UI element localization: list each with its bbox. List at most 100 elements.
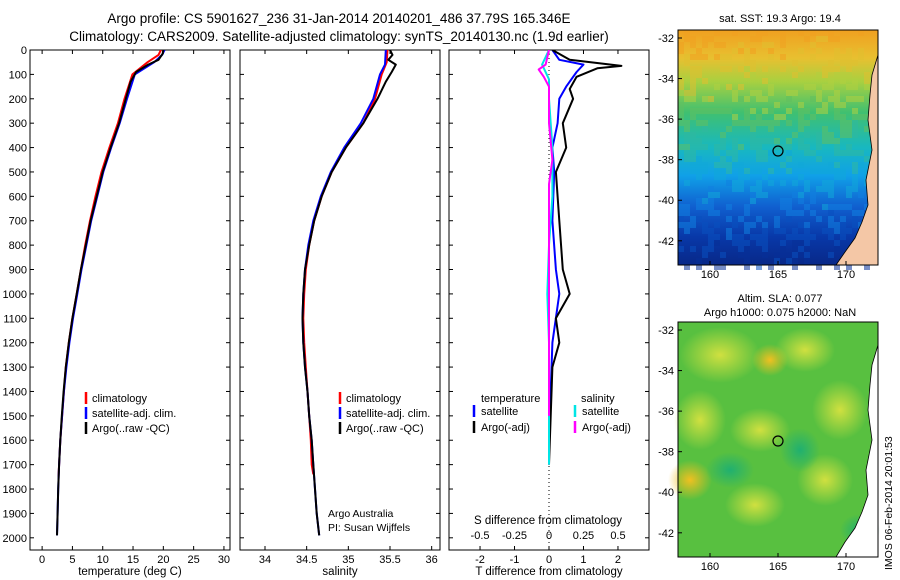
sst-pixel xyxy=(816,216,822,222)
sst-pixel xyxy=(792,60,798,66)
map-y-tick-label: -38 xyxy=(658,155,674,167)
sst-pixel xyxy=(714,150,720,156)
series-line-argoadj xyxy=(548,50,623,465)
sst-pixel xyxy=(738,144,744,150)
sst-pixel xyxy=(810,54,816,60)
sst-pixel xyxy=(828,138,834,144)
sst-pixel xyxy=(828,252,834,258)
sst-pixel xyxy=(696,144,702,150)
sst-pixel xyxy=(798,192,804,198)
map-y-tick-label: -42 xyxy=(658,528,674,540)
sst-pixel xyxy=(846,126,852,132)
sst-pixel xyxy=(750,66,756,72)
sst-pixel xyxy=(798,48,804,54)
sst-pixel xyxy=(720,252,726,258)
sst-pixel xyxy=(762,96,768,102)
sst-pixel xyxy=(834,150,840,156)
sst-pixel xyxy=(702,144,708,150)
sst-pixel xyxy=(786,138,792,144)
sst-pixel xyxy=(852,180,858,186)
sst-pixel xyxy=(756,168,762,174)
sst-pixel xyxy=(690,78,696,84)
sst-pixel xyxy=(690,114,696,120)
sst-pixel xyxy=(702,36,708,42)
sst-pixel xyxy=(798,30,804,36)
s-diff-tick-label: -0.25 xyxy=(502,530,527,542)
sst-pixel xyxy=(756,90,762,96)
sst-pixel xyxy=(750,90,756,96)
sst-pixel xyxy=(774,222,780,228)
sst-pixel xyxy=(792,90,798,96)
sst-pixel xyxy=(828,84,834,90)
sst-pixel xyxy=(792,252,798,258)
x-tick-label: 35 xyxy=(342,554,354,566)
sst-pixel xyxy=(816,132,822,138)
sst-pixel xyxy=(822,72,828,78)
x-tick-label: 2 xyxy=(615,554,621,566)
sst-pixel xyxy=(780,246,786,252)
sst-pixel xyxy=(744,54,750,60)
sst-pixel xyxy=(750,132,756,138)
map-y-tick-label: -36 xyxy=(658,114,674,126)
sst-pixel xyxy=(786,198,792,204)
sst-pixel xyxy=(816,186,822,192)
sst-pixel xyxy=(690,96,696,102)
sst-pixel xyxy=(846,204,852,210)
sst-pixel xyxy=(756,30,762,36)
series-line-argorawqc xyxy=(301,50,397,536)
sst-pixel xyxy=(738,216,744,222)
sst-pixel xyxy=(768,126,774,132)
sst-map-ticks: -32 -34 -36 -38 -40 -42 160 165 170 xyxy=(658,33,855,281)
sst-pixel xyxy=(798,102,804,108)
sst-pixel xyxy=(690,84,696,90)
sst-pixel xyxy=(774,102,780,108)
sst-pixel xyxy=(690,54,696,60)
sst-pixel xyxy=(780,204,786,210)
sst-pixel xyxy=(774,168,780,174)
sst-pixel xyxy=(822,180,828,186)
sst-pixel xyxy=(690,156,696,162)
sst-pixel xyxy=(708,210,714,216)
sst-pixel xyxy=(780,30,786,36)
y-tick-label: 400 xyxy=(9,143,27,155)
y-tick-label: 1700 xyxy=(3,460,27,472)
sst-pixel xyxy=(858,162,864,168)
sst-pixel xyxy=(678,78,684,84)
sst-pixel xyxy=(810,30,816,36)
map-y-tick-label: -40 xyxy=(658,195,674,207)
sst-pixel xyxy=(726,126,732,132)
sst-pixel xyxy=(804,240,810,246)
sst-pixel xyxy=(780,240,786,246)
sst-pixel xyxy=(726,66,732,72)
sst-pixel xyxy=(852,168,858,174)
sst-pixel xyxy=(684,138,690,144)
sst-pixel xyxy=(846,96,852,102)
sst-pixel xyxy=(846,132,852,138)
map-x-tick-label: 170 xyxy=(837,561,855,573)
sst-pixel xyxy=(822,186,828,192)
sst-pixel xyxy=(756,234,762,240)
sst-pixel xyxy=(798,252,804,258)
sst-pixel xyxy=(798,108,804,114)
sst-pixel xyxy=(756,114,762,120)
sst-pixel xyxy=(708,204,714,210)
sst-pixel xyxy=(798,198,804,204)
sst-pixel xyxy=(852,114,858,120)
sst-pixel xyxy=(834,36,840,42)
sst-pixel xyxy=(822,36,828,42)
sst-pixel xyxy=(684,60,690,66)
sst-pixel xyxy=(744,222,750,228)
sst-pixel xyxy=(702,96,708,102)
sst-pixel xyxy=(756,144,762,150)
sst-pixel xyxy=(756,192,762,198)
sst-pixel xyxy=(834,72,840,78)
sla-blob xyxy=(680,327,760,383)
sst-pixel xyxy=(846,144,852,150)
sst-pixel xyxy=(834,90,840,96)
sst-pixel xyxy=(786,168,792,174)
sst-pixel xyxy=(762,78,768,84)
sst-pixel xyxy=(702,222,708,228)
x-tick-label: 30 xyxy=(218,554,230,566)
sst-pixel xyxy=(828,180,834,186)
salinity-series xyxy=(301,50,397,536)
